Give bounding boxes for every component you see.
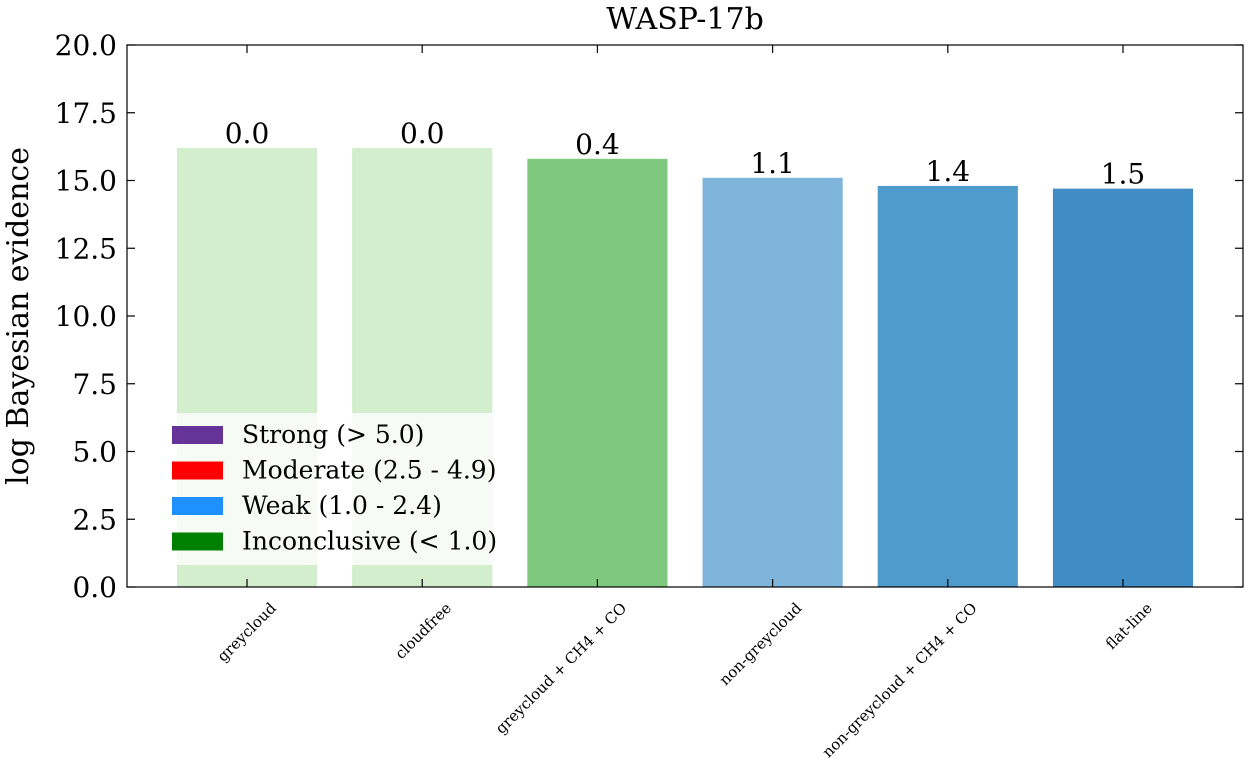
legend: Strong (> 5.0) Moderate (2.5 - 4.9) Weak (… <box>160 413 505 565</box>
y-tick-label-0: 0.0 <box>72 571 117 604</box>
y-axis-label: log Bayesian evidence <box>1 147 36 485</box>
legend-label-1: Moderate (2.5 - 4.9) <box>242 456 496 485</box>
chart-title: WASP-17b <box>606 2 764 37</box>
x-tick-label-4: non-greycloud + CH4 + CO <box>819 599 981 761</box>
bar-value-label-4: 1.4 <box>926 155 971 188</box>
bars-layer: 0.0 0.0 0.4 1.1 1.4 1.5 <box>176 117 1194 588</box>
legend-swatch-1 <box>172 461 223 480</box>
x-tick-label-1: cloudfree <box>391 599 455 663</box>
legend-swatch-3 <box>172 532 223 551</box>
bar-value-label-3: 1.1 <box>750 147 795 180</box>
bar-value-label-5: 1.5 <box>1101 158 1146 191</box>
y-tick-label-1: 2.5 <box>72 503 117 536</box>
y-tick-label-2: 5.0 <box>72 436 117 469</box>
bar-2 <box>527 158 668 587</box>
x-tick-label-5: flat-line <box>1102 599 1156 653</box>
legend-label-2: Weak (1.0 - 2.4) <box>242 491 442 520</box>
y-tick-label-4: 10.0 <box>55 300 117 333</box>
legend-label-3: Inconclusive (< 1.0) <box>242 527 497 556</box>
bar-3 <box>702 177 843 588</box>
y-tick-label-7: 17.5 <box>55 97 117 130</box>
x-tick-label-3: non-greycloud <box>716 599 806 689</box>
x-tick-label-0: greycloud <box>214 599 280 665</box>
bar-value-label-2: 0.4 <box>575 128 620 161</box>
y-tick-label-5: 12.5 <box>55 232 117 265</box>
y-tick-label-8: 20.0 <box>55 29 117 62</box>
bar-value-label-1: 0.0 <box>400 117 445 150</box>
bar-4 <box>877 185 1018 588</box>
legend-swatch-2 <box>172 497 223 515</box>
bar-5 <box>1052 188 1194 587</box>
y-tick-label-3: 7.5 <box>72 368 117 401</box>
x-tick-label-2: greycloud + CH4 + CO <box>492 599 630 737</box>
legend-label-0: Strong (> 5.0) <box>242 420 424 449</box>
legend-swatch-0 <box>172 426 223 444</box>
bar-value-label-0: 0.0 <box>225 117 270 150</box>
y-tick-label-6: 15.0 <box>55 165 117 198</box>
